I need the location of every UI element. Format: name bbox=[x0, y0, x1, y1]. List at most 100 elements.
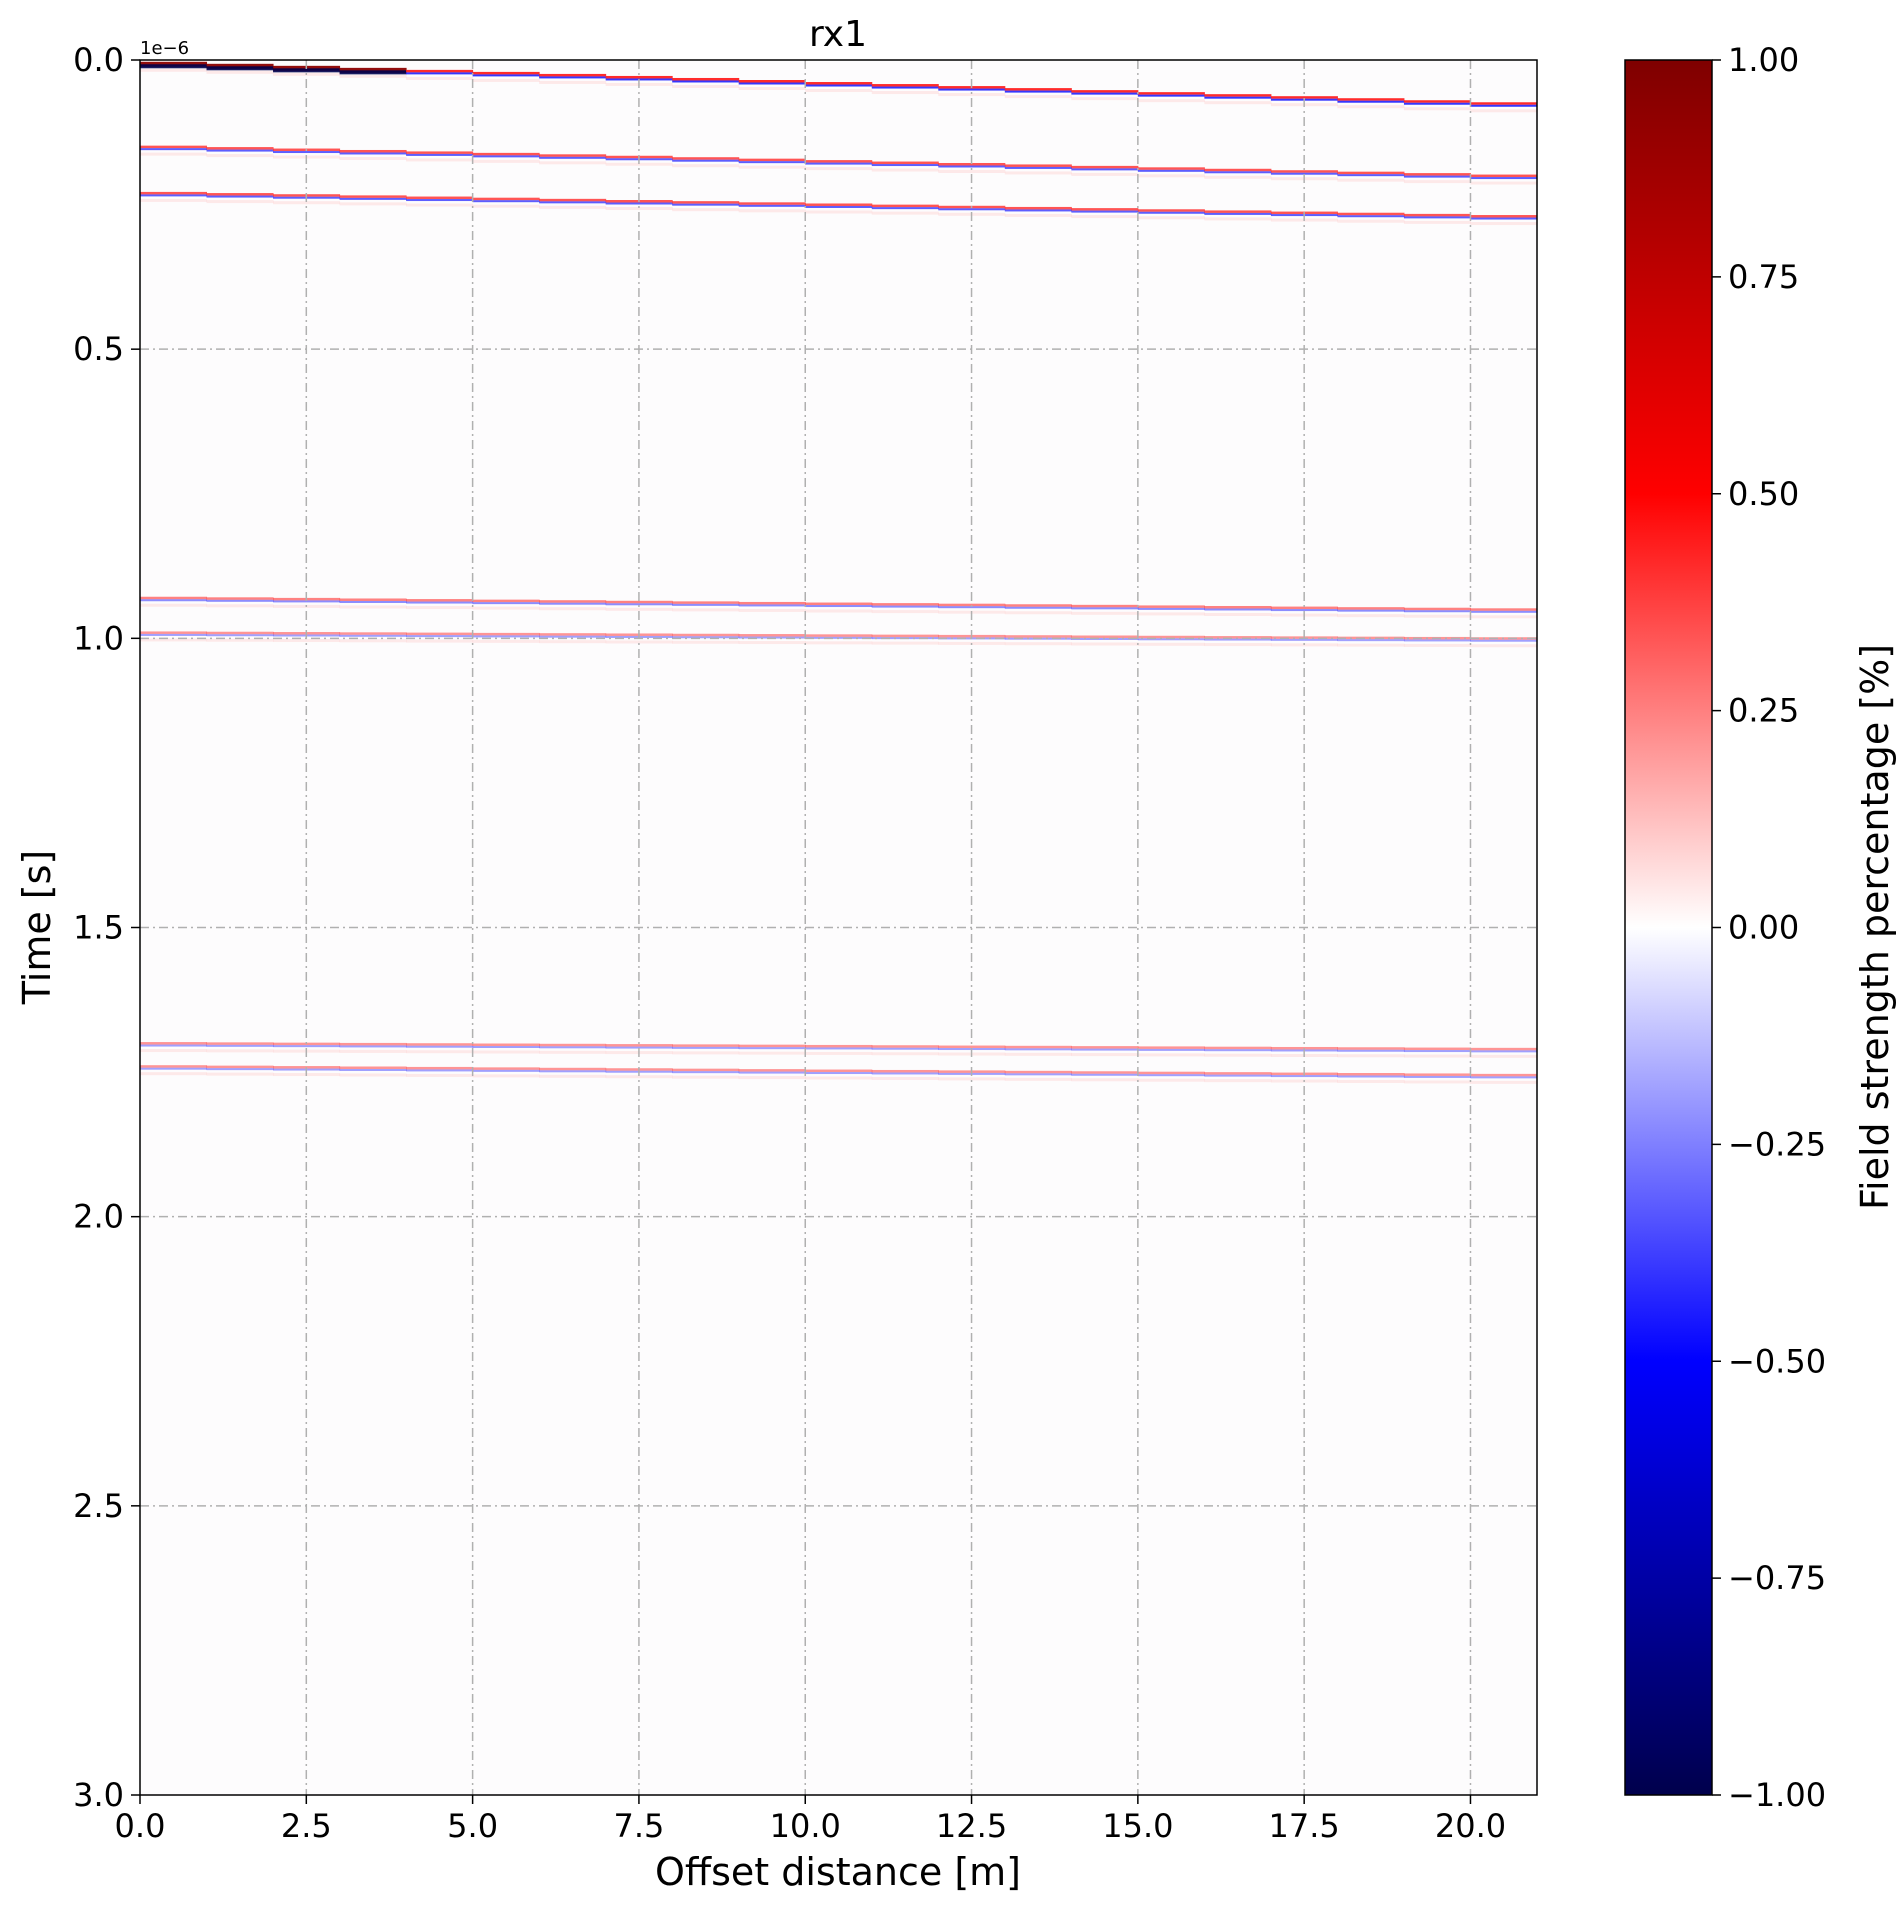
reflection-band-positive bbox=[140, 1065, 208, 1068]
reflection-ringing bbox=[1403, 1054, 1471, 1058]
reflection-band-negative bbox=[738, 636, 806, 639]
reflection-ringing bbox=[805, 1051, 873, 1055]
reflection-band-negative bbox=[805, 84, 873, 87]
reflection-ringing bbox=[539, 205, 607, 209]
reflection-ringing bbox=[539, 161, 607, 165]
reflection-band-positive bbox=[472, 71, 540, 75]
reflection-band-negative bbox=[1270, 172, 1338, 175]
reflection-band-positive bbox=[472, 1043, 540, 1047]
reflection-band-positive bbox=[1204, 1046, 1272, 1050]
reflection-band-positive bbox=[871, 1069, 939, 1073]
reflection-ringing bbox=[406, 76, 474, 80]
reflection-band-positive bbox=[140, 631, 208, 634]
reflection-band-positive bbox=[1004, 604, 1072, 607]
reflection-ringing bbox=[406, 1073, 474, 1077]
reflection-band-negative bbox=[1071, 168, 1139, 171]
reflection-ringing bbox=[1004, 171, 1072, 175]
reflection-ringing bbox=[539, 607, 607, 611]
colorbar-tick-label: 0.25 bbox=[1728, 692, 1799, 730]
reflection-ringing bbox=[472, 606, 540, 610]
reflection-band-positive bbox=[1071, 165, 1139, 169]
reflection-band-positive bbox=[1137, 167, 1205, 170]
reflection-ringing bbox=[206, 70, 274, 74]
reflection-band-positive bbox=[738, 1069, 806, 1072]
reflection-band-positive bbox=[1071, 1046, 1139, 1049]
reflection-band-positive bbox=[1137, 209, 1205, 212]
reflection-band-negative bbox=[406, 601, 474, 604]
reflection-band-negative bbox=[738, 1047, 806, 1050]
reflection-band-positive bbox=[1337, 1072, 1405, 1076]
reflection-band-negative bbox=[539, 76, 607, 79]
reflection-ringing bbox=[539, 1074, 607, 1078]
reflection-ringing bbox=[871, 168, 939, 172]
reflection-band-positive bbox=[1071, 1071, 1139, 1074]
reflection-ringing bbox=[472, 159, 540, 163]
reflection-band-negative bbox=[1470, 217, 1537, 220]
reflection-band-positive bbox=[805, 602, 873, 606]
reflection-ringing bbox=[273, 201, 341, 205]
reflection-band-negative bbox=[738, 204, 806, 207]
y-tick-label: 2.5 bbox=[73, 1487, 124, 1525]
reflection-ringing bbox=[339, 1049, 407, 1053]
reflection-band-negative bbox=[1004, 90, 1072, 93]
reflection-band-positive bbox=[539, 73, 607, 77]
reflection-band-positive bbox=[1337, 98, 1405, 101]
reflection-band-negative bbox=[1204, 608, 1272, 611]
reflection-band-positive bbox=[406, 599, 474, 602]
reflection-band-negative bbox=[1470, 639, 1537, 642]
reflection-band-positive bbox=[539, 633, 607, 636]
reflection-band-positive bbox=[339, 195, 407, 198]
reflection-ringing bbox=[406, 1050, 474, 1054]
reflection-ringing bbox=[539, 640, 607, 644]
y-tick-label: 1.0 bbox=[73, 619, 124, 657]
reflection-band-negative bbox=[738, 82, 806, 85]
reflection-band-negative bbox=[738, 604, 806, 607]
reflection-band-positive bbox=[871, 84, 939, 87]
reflection-band-positive bbox=[206, 631, 274, 635]
reflection-band-positive bbox=[871, 204, 939, 208]
reflection-band-negative bbox=[339, 152, 407, 155]
reflection-band-negative bbox=[206, 599, 274, 602]
reflection-ringing bbox=[738, 209, 806, 213]
reflection-band-positive bbox=[206, 1042, 274, 1045]
reflection-band-negative bbox=[672, 80, 740, 83]
reflection-ringing bbox=[871, 91, 939, 95]
reflection-band-positive bbox=[805, 634, 873, 637]
reflection-ringing bbox=[1137, 99, 1205, 103]
y-offset-text: 1e−6 bbox=[140, 38, 189, 59]
reflection-band-negative bbox=[1004, 606, 1072, 609]
reflection-ringing bbox=[871, 610, 939, 614]
reflection-band-negative bbox=[1337, 1049, 1405, 1052]
reflection-band-positive bbox=[1071, 208, 1139, 211]
reflection-band-negative bbox=[406, 199, 474, 202]
reflection-band-positive bbox=[140, 596, 208, 600]
reflection-band-negative bbox=[871, 164, 939, 167]
reflection-ringing bbox=[140, 1049, 208, 1053]
reflection-band-positive bbox=[1204, 636, 1272, 639]
reflection-band-negative bbox=[1270, 638, 1338, 641]
reflection-band-negative bbox=[1403, 175, 1471, 178]
reflection-band-negative bbox=[339, 600, 407, 603]
reflection-band-positive bbox=[871, 1045, 939, 1048]
reflection-band-positive bbox=[738, 202, 806, 205]
reflection-band-positive bbox=[1071, 604, 1139, 608]
reflection-ringing bbox=[140, 68, 208, 72]
reflection-band-positive bbox=[1204, 168, 1272, 172]
reflection-ringing bbox=[1071, 611, 1139, 615]
reflection-ringing bbox=[1403, 220, 1471, 224]
reflection-ringing bbox=[738, 1051, 806, 1055]
reflection-band-negative bbox=[539, 201, 607, 204]
reflection-ringing bbox=[938, 1077, 1006, 1081]
reflection-band-negative bbox=[672, 203, 740, 206]
reflection-band-positive bbox=[1071, 90, 1139, 93]
reflection-ringing bbox=[1137, 1078, 1205, 1082]
colorbar-tick-label: −0.25 bbox=[1728, 1125, 1826, 1163]
reflection-ringing bbox=[938, 93, 1006, 97]
x-axis: 0.0 2.5 5.0 7.5 10.0 12.5 15.0 17.5 20.0 bbox=[115, 1795, 1506, 1845]
reflection-band-positive bbox=[938, 1045, 1006, 1049]
reflection-band-positive bbox=[1270, 96, 1338, 99]
reflection-band-positive bbox=[1403, 1047, 1471, 1051]
reflection-band-negative bbox=[1004, 1048, 1072, 1051]
reflection-ringing bbox=[1004, 213, 1072, 217]
reflection-ringing bbox=[672, 608, 740, 612]
